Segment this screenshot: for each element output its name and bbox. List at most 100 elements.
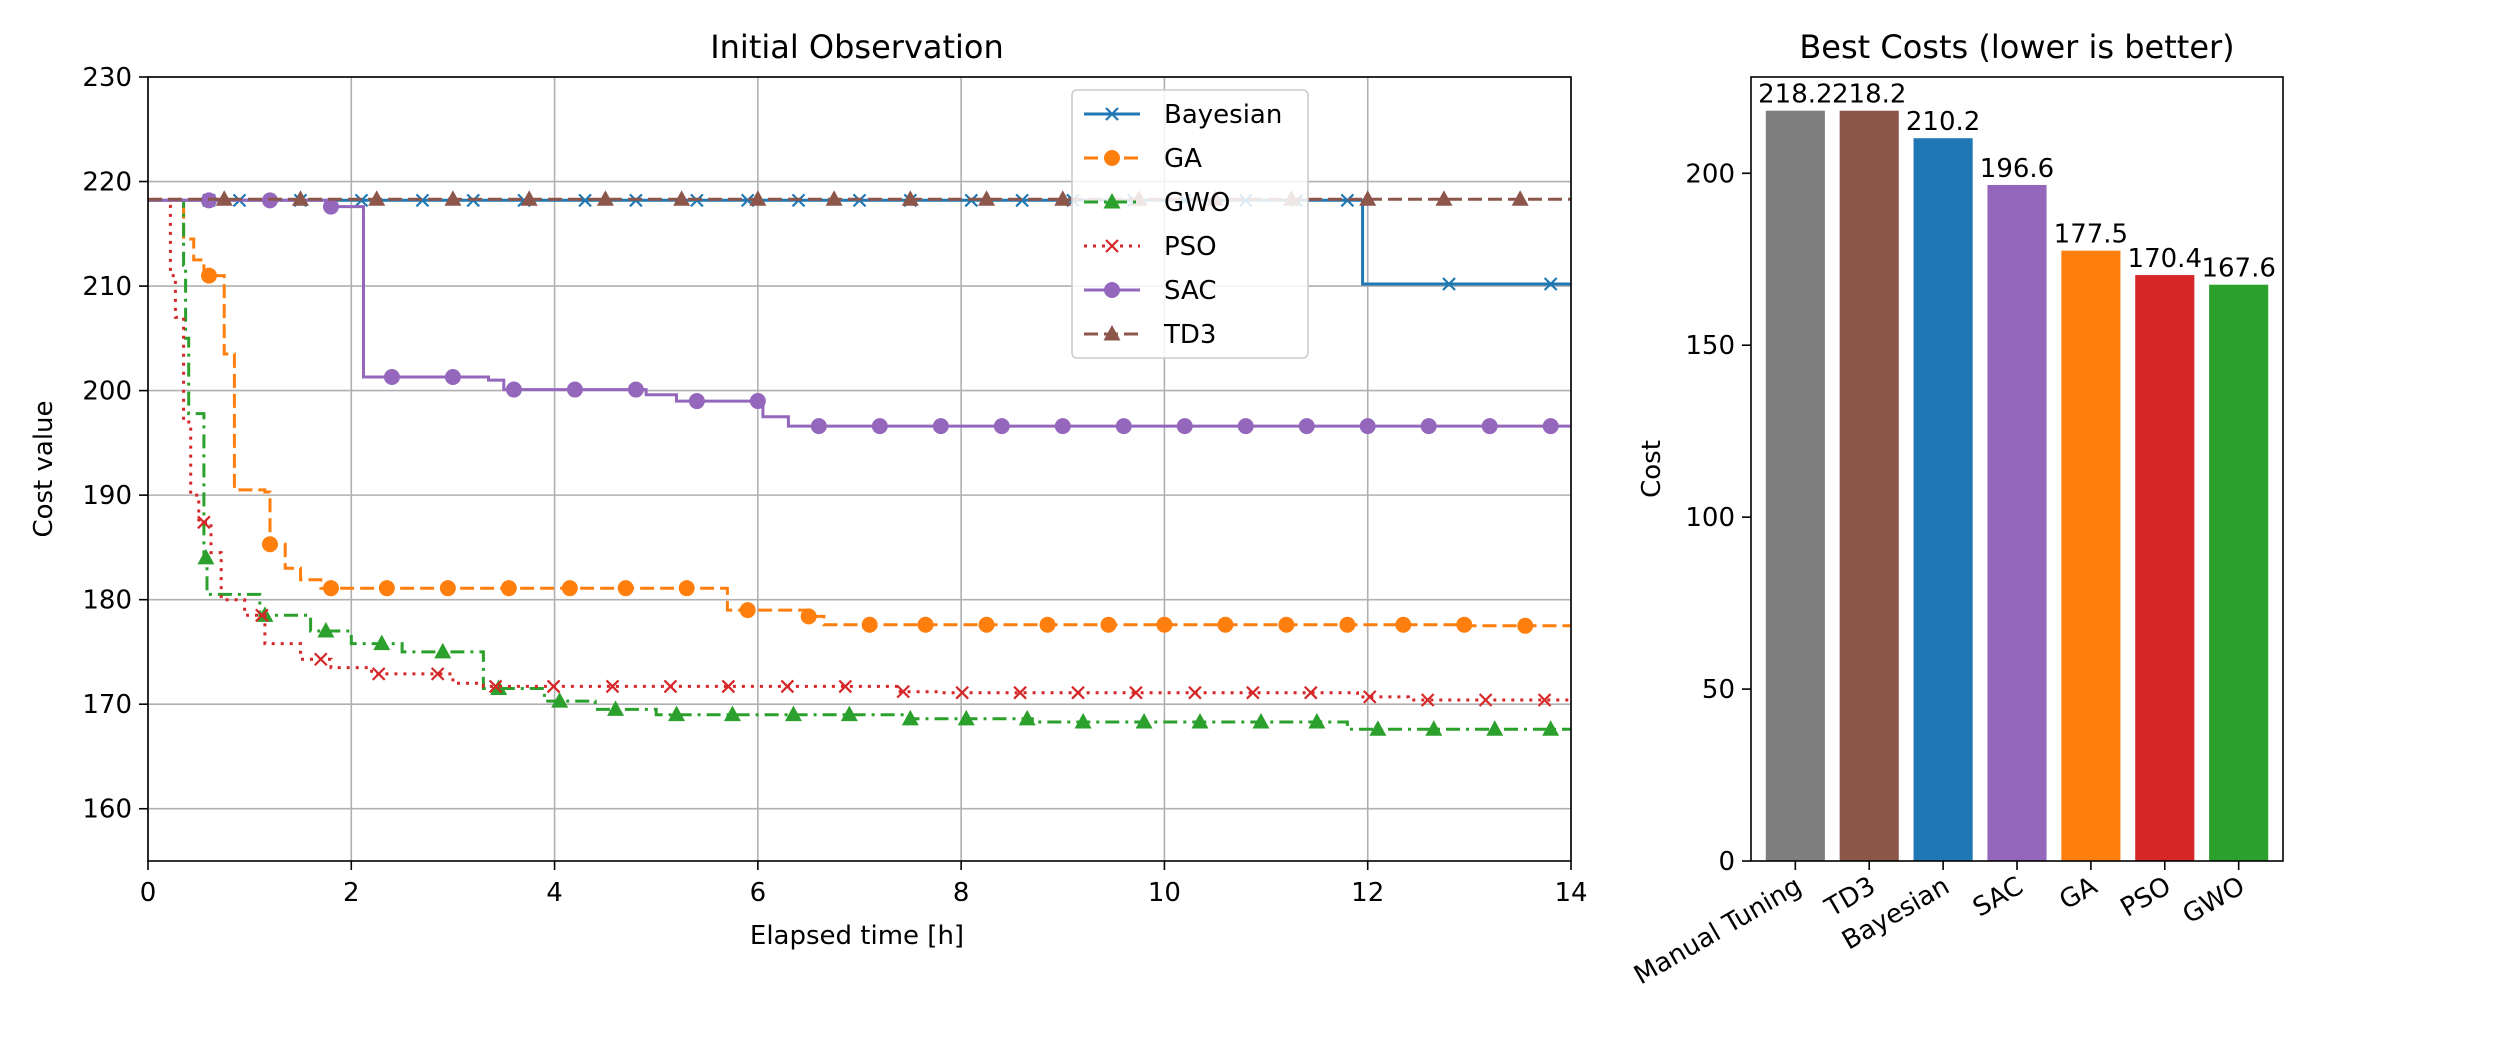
y-tick-label: 220 [82, 168, 132, 198]
x-marker [780, 679, 795, 694]
x-marker [1304, 685, 1318, 700]
x-marker-stroke [1478, 693, 1493, 707]
series-sac [148, 192, 1571, 435]
x-marker [663, 679, 678, 694]
y-tick-label: 200 [1685, 159, 1735, 189]
x-tick-label: 2 [343, 878, 360, 908]
circle-marker [1395, 616, 1412, 633]
triangle-marker [784, 705, 802, 722]
y-tick-label: 100 [1685, 503, 1735, 533]
legend-entry: SAC [1084, 276, 1216, 306]
x-marker [721, 679, 736, 694]
series-pso [148, 198, 1571, 707]
circle-marker [1517, 617, 1534, 634]
circle-marker [917, 616, 934, 633]
legend-label: GWO [1164, 188, 1230, 218]
circle-marker [617, 580, 634, 597]
circle-marker [871, 418, 888, 435]
circle-marker [566, 381, 583, 398]
triangle-marker [291, 190, 309, 206]
x-marker-stroke [415, 193, 430, 208]
triangle-marker [1103, 325, 1121, 341]
x-marker-stroke [1105, 239, 1119, 253]
x-tick-label: Manual Tuning [1629, 871, 1807, 991]
triangle-marker [668, 705, 686, 722]
x-marker-stroke [197, 515, 211, 530]
triangle-marker [749, 190, 767, 206]
triangle-marker [1103, 193, 1121, 209]
x-marker [255, 608, 269, 623]
series-line [148, 198, 1571, 731]
circle-marker [749, 393, 766, 410]
x-marker-stroke [1442, 277, 1456, 291]
x-tick-label: PSO [2116, 871, 2177, 923]
triangle-marker [1359, 190, 1377, 206]
triangle-marker [368, 190, 386, 206]
x-marker-stroke [546, 679, 561, 694]
x-marker [838, 679, 853, 694]
circle-marker [200, 267, 217, 284]
bar-ga [2061, 250, 2121, 862]
line-chart: Initial Observation 0 2 4 6 8 10 12 14 160 170 180… [29, 28, 1588, 951]
series-line [148, 198, 1571, 628]
x-marker [197, 515, 211, 530]
circle-marker [439, 580, 456, 597]
x-marker-stroke [255, 608, 269, 623]
y-tick-label: 160 [82, 795, 132, 825]
x-tick-label: 14 [1554, 878, 1587, 908]
circle-marker [1176, 418, 1193, 435]
triangle-marker [197, 548, 215, 565]
x-tick-label: 6 [750, 878, 767, 908]
circle-marker [739, 602, 756, 619]
triangle-marker [1369, 720, 1387, 736]
x-marker-stroke [780, 679, 795, 694]
x-marker [1015, 193, 1029, 208]
bar-td3 [1839, 110, 1899, 861]
line-chart-legend: Bayesian GA GWO PSO SAC TD3 [1071, 89, 1309, 359]
x-marker-stroke [740, 193, 755, 208]
triangle-marker [1135, 712, 1153, 729]
circle-marker [505, 381, 522, 398]
bar-manual-tuning [1765, 110, 1825, 861]
y-tick-label: 150 [1685, 331, 1735, 361]
x-marker-stroke [371, 667, 386, 681]
series-bayesian [148, 193, 1571, 291]
series-ga [148, 198, 1571, 634]
x-marker-stroke [1246, 685, 1260, 700]
circle-marker [861, 616, 878, 633]
triangle-marker [1542, 720, 1560, 736]
x-marker-stroke [1129, 685, 1143, 700]
circle-marker [627, 381, 644, 398]
x-marker-stroke [488, 679, 503, 694]
triangle-marker [1252, 712, 1270, 729]
series-line [148, 198, 1571, 286]
x-tick-label: 8 [953, 878, 970, 908]
triangle-marker [957, 709, 975, 726]
circle-marker [1104, 150, 1120, 166]
circle-marker [444, 369, 461, 386]
bar-chart-title: Best Costs (lower is better) [1799, 28, 2234, 66]
circle-marker [1104, 282, 1120, 298]
triangle-marker [1511, 190, 1529, 206]
x-marker-stroke [430, 667, 445, 681]
circle-marker [1100, 616, 1117, 633]
triangle-marker [551, 692, 569, 708]
bar-pso [2135, 275, 2195, 861]
x-tick-label: GWO [2178, 871, 2250, 930]
line-chart-frame [147, 76, 1572, 862]
triangle-marker [901, 709, 919, 726]
triangle-marker [520, 190, 538, 206]
x-tick-label: GA [2055, 871, 2103, 916]
circle-marker [1054, 418, 1071, 435]
circle-marker [1542, 418, 1559, 435]
y-tick-label: 0 [1718, 847, 1735, 877]
triangle-marker [1074, 712, 1092, 729]
series-line [148, 198, 1571, 428]
x-marker [1071, 685, 1085, 700]
series-gwo [148, 198, 1571, 736]
circle-marker [678, 580, 695, 597]
legend-entry: GWO [1084, 188, 1230, 218]
triangle-marker [1308, 712, 1326, 729]
legend-box [1071, 89, 1309, 359]
